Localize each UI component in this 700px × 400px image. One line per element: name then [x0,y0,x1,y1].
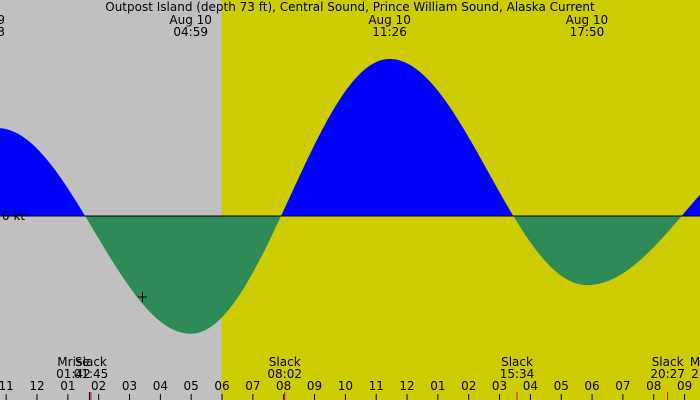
moon-event: M2 [690,355,700,381]
hour-tick-label: 08 [276,379,291,393]
hour-tick: 11 [0,379,14,400]
hour-tick: 06 [584,379,600,400]
extremum-time: 04:59 [173,25,208,39]
event-time: 2 [691,367,699,381]
event-label: Mrise [57,355,89,369]
hour-tick-label: 01 [430,379,445,393]
hour-tick-label: 02 [461,379,476,393]
event-time: 08:02 [267,367,302,381]
hour-tick: 07 [245,379,261,400]
hour-tick: 12 [399,379,415,400]
extremum-date: Aug 10 [566,13,609,27]
extremum-date: 09 [0,13,5,27]
hour-tick-label: 04 [523,379,538,393]
hour-tick: 11 [369,379,384,400]
hour-tick: 07 [615,379,631,400]
hour-tick-label: 05 [554,379,569,393]
hour-tick: 05 [184,379,199,400]
hour-tick: 08 [276,379,291,400]
extremum-time: 17:50 [570,25,605,39]
hour-tick: 04 [153,379,168,400]
extremum-time: 43 [0,25,5,39]
chart-title: Outpost Island (depth 73 ft), Central So… [105,0,595,14]
event-time: 15:34 [500,367,535,381]
hour-tick-label: 08 [646,379,661,393]
extremum-label: 0943 [0,13,5,39]
hour-tick: 09 [307,379,322,400]
hour-tick: 08 [646,379,661,400]
extremum-time: 11:26 [372,25,407,39]
hour-tick-label: 11 [0,379,14,393]
hour-tick-label: 04 [153,379,168,393]
hour-tick-label: 11 [369,379,384,393]
extremum-date: Aug 10 [368,13,411,27]
hour-tick-label: 07 [245,379,260,393]
flood-current-area [0,59,700,216]
hour-tick-label: 09 [677,379,692,393]
ebb-current-area [0,216,700,334]
extremum-date: Aug 10 [169,13,212,27]
hour-tick-label: 05 [184,379,199,393]
hour-tick-label: 01 [60,379,75,393]
hour-tick-label: 02 [91,379,106,393]
hour-tick-label: 03 [122,379,137,393]
hour-tick-label: 06 [214,379,229,393]
cursor-crosshair [138,292,147,302]
event-time: 01:42 [56,367,91,381]
hour-tick-label: 12 [29,379,44,393]
hour-tick-label: 12 [399,379,414,393]
event-label: Slack [75,355,107,369]
hour-tick: 03 [122,379,137,400]
hour-tick-label: 10 [338,379,353,393]
hour-tick-label: 07 [615,379,630,393]
hour-tick-label: 03 [492,379,507,393]
hour-tick: 01 [60,379,75,400]
hour-tick: 03 [492,379,507,400]
event-label: Slack [652,355,684,369]
event-label: Slack [269,355,301,369]
event-time: 01:45 [74,367,109,381]
hour-tick: 05 [554,379,569,400]
hour-tick-label: 06 [584,379,599,393]
hour-tick: 10 [338,379,353,400]
hour-tick: 09 [677,379,692,400]
hour-tick-label: 09 [307,379,322,393]
hour-tick: 06 [214,379,230,400]
zero-label: 0 kt [2,209,25,223]
hour-tick: 02 [461,379,476,400]
event-time: 20:27 [650,367,685,381]
hour-tick: 12 [29,379,45,400]
hour-tick: 01 [430,379,446,400]
event-label: M [690,355,700,369]
hour-tick: 04 [523,379,538,400]
hour-tick: 02 [91,379,106,400]
event-label: Slack [501,355,533,369]
